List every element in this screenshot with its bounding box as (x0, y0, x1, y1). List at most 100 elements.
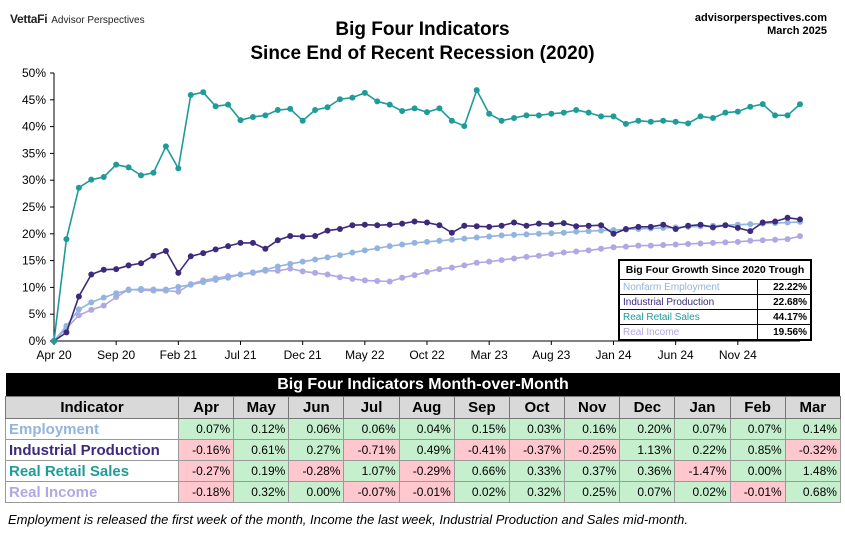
data-point-employment (784, 219, 791, 226)
data-point-industrial (647, 223, 654, 230)
data-point-income (722, 239, 729, 246)
data-point-industrial (162, 247, 169, 254)
data-point-retail (63, 236, 70, 243)
mom-header-month: Sep (453, 396, 510, 419)
mom-cell: 0.00% (288, 481, 345, 503)
data-point-employment (585, 228, 592, 235)
mom-row-label: Industrial Production (5, 439, 179, 461)
y-tick-label: 40% (22, 120, 46, 134)
data-point-income (361, 277, 368, 284)
data-point-income (349, 275, 356, 282)
data-point-employment (312, 256, 319, 263)
data-point-industrial (75, 293, 82, 300)
data-point-industrial (685, 222, 692, 229)
data-point-retail (249, 113, 256, 120)
mom-cell: -0.71% (343, 439, 400, 461)
data-point-employment (262, 266, 269, 273)
data-point-employment (498, 232, 505, 239)
mom-row-income: Real Income -0.18% 0.32% 0.00% -0.07% -0.01% 0… (5, 481, 841, 503)
data-point-retail (200, 89, 207, 96)
mom-table: Big Four Indicators Month-over-Month Ind… (5, 373, 841, 503)
data-point-income (734, 238, 741, 245)
mom-cell: 0.25% (564, 481, 621, 503)
data-point-employment (548, 230, 555, 237)
mom-row-label: Real Income (5, 481, 179, 503)
data-point-industrial (312, 232, 319, 239)
data-point-retail (75, 184, 82, 191)
data-point-retail (635, 117, 642, 124)
data-point-retail (486, 110, 493, 117)
data-point-industrial (610, 230, 617, 237)
data-point-retail (573, 106, 580, 113)
data-point-employment (287, 260, 294, 267)
data-point-retail (535, 112, 542, 119)
data-point-retail (685, 120, 692, 127)
data-point-industrial (175, 269, 182, 276)
data-point-income (523, 253, 530, 260)
mom-cell: -1.47% (674, 460, 731, 482)
data-point-income (75, 312, 82, 319)
mom-cell: -0.27% (177, 460, 235, 482)
mom-cell: 0.32% (508, 481, 566, 503)
data-point-industrial (125, 262, 132, 269)
mom-cell: 0.37% (564, 460, 621, 482)
data-point-employment (535, 230, 542, 237)
data-point-retail (175, 165, 182, 172)
data-point-employment (473, 234, 480, 241)
data-point-industrial (113, 266, 120, 273)
mom-cell: 1.48% (784, 460, 841, 482)
x-tick-label: Aug 23 (532, 348, 570, 362)
mom-cell: 0.12% (233, 418, 290, 440)
data-point-income (399, 274, 406, 281)
data-point-income (759, 237, 766, 244)
x-tick-label: May 22 (345, 348, 385, 362)
data-point-industrial (585, 222, 592, 229)
mom-row-label: Employment (5, 418, 179, 440)
data-point-industrial (374, 222, 381, 229)
logo: VettaFi Advisor Perspectives (10, 12, 145, 26)
mom-cell: 0.06% (288, 418, 345, 440)
data-point-employment (399, 241, 406, 248)
mom-header-month: Oct (508, 396, 566, 419)
data-point-industrial (635, 223, 642, 230)
data-point-employment (88, 299, 95, 306)
data-point-income (498, 257, 505, 264)
data-point-retail (386, 101, 393, 108)
data-point-industrial (498, 222, 505, 229)
mom-cell: 1.13% (619, 439, 676, 461)
data-point-income (511, 255, 518, 262)
mom-cell: 0.33% (508, 460, 566, 482)
data-point-retail (100, 173, 107, 180)
data-point-retail (399, 108, 406, 115)
data-point-industrial (759, 219, 766, 226)
y-tick-label: 50% (22, 66, 46, 80)
data-point-employment (138, 286, 145, 293)
data-point-retail (511, 115, 518, 122)
y-tick-label: 20% (22, 227, 46, 241)
legend-row-income: Real Income 19.56% (619, 324, 811, 340)
mom-cell: -0.37% (508, 439, 566, 461)
data-point-retail (610, 113, 617, 120)
x-tick-label: Dec 21 (284, 348, 322, 362)
data-point-income (312, 269, 319, 276)
data-point-retail (162, 143, 169, 150)
mom-row-retail: Real Retail Sales -0.27% 0.19% -0.28% 1.07% -… (5, 460, 841, 482)
data-point-industrial (511, 219, 518, 226)
data-point-retail (722, 109, 729, 116)
legend-value: 22.68% (757, 294, 811, 310)
data-point-employment (237, 271, 244, 278)
data-point-employment (386, 243, 393, 250)
legend-label: Industrial Production (619, 294, 758, 310)
mom-cell: 0.32% (233, 481, 290, 503)
data-point-employment (113, 290, 120, 297)
mom-cell: 0.00% (729, 460, 786, 482)
data-point-employment (560, 229, 567, 236)
data-point-retail (734, 108, 741, 115)
mom-cell: 0.66% (453, 460, 510, 482)
data-point-income (336, 274, 343, 281)
data-point-industrial (324, 227, 331, 234)
source-date: March 2025 (767, 25, 827, 37)
mom-cell: -0.32% (784, 439, 841, 461)
mom-cell: 0.03% (508, 418, 566, 440)
logo-subtitle: Advisor Perspectives (51, 15, 145, 26)
